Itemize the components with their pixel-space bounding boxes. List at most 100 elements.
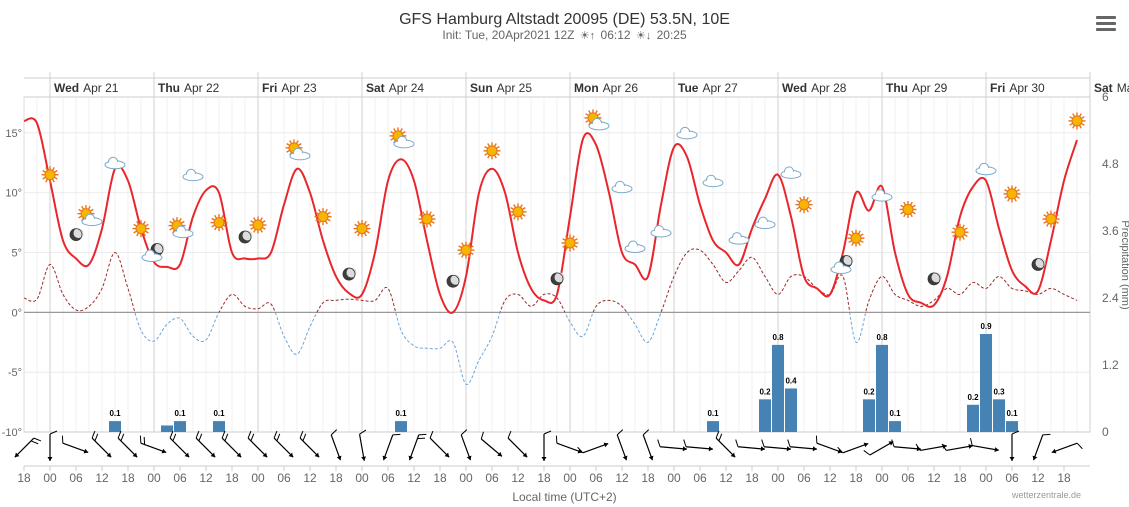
hour-tick-label: 00: [875, 471, 889, 485]
sun-ray: [253, 217, 257, 222]
day-label-weekday: Sat: [1094, 81, 1113, 95]
wind-barb-shaft: [358, 434, 365, 461]
sun-ray: [42, 169, 47, 173]
cloud-fill: [652, 230, 670, 236]
weather-symbol-moon: [342, 267, 357, 281]
dewpoint-series: [24, 248, 1078, 385]
wind-barb: [330, 429, 342, 461]
day-label-date: Apr 21: [83, 81, 119, 95]
hamburger-menu-icon[interactable]: [1096, 16, 1116, 32]
credit-text: wetterzentrale.de: [1012, 490, 1082, 500]
cloud-fill: [704, 179, 722, 186]
sun-ray: [903, 201, 907, 206]
day-label: Sat May 1: [1094, 81, 1129, 95]
weather-symbol-cloud: [780, 166, 802, 179]
sun-ray: [857, 230, 861, 235]
sun-ray: [900, 204, 905, 208]
day-label-date: May 1: [1117, 81, 1129, 95]
hour-tick-label: 06: [485, 471, 499, 485]
wind-barb: [195, 430, 216, 458]
wind-barb-shaft: [62, 442, 89, 454]
wind-barb: [139, 435, 167, 454]
moon-rim: [69, 228, 83, 241]
wind-barb-feather: [247, 430, 252, 439]
weather-symbol-moon-cloud: [141, 243, 165, 263]
precip-bar: [174, 421, 186, 432]
day-label: Mon Apr 26: [574, 81, 638, 95]
hour-tick-label: 18: [225, 471, 239, 485]
wind-barb: [761, 439, 792, 452]
hour-tick-label: 00: [979, 471, 993, 485]
wind-barb-feather: [299, 430, 304, 439]
wind-barb-head: [314, 452, 320, 458]
weather-symbol-sun-cloud: [389, 127, 415, 149]
sun-ray: [289, 140, 293, 144]
sun-disc: [252, 219, 264, 231]
precip-bar: [967, 404, 979, 432]
hour-tick-label: 12: [927, 471, 941, 485]
wind-barb-shaft: [816, 442, 843, 454]
hour-tick-label: 18: [537, 471, 551, 485]
cloud-fill: [626, 245, 644, 252]
wind-barb-head: [786, 446, 791, 452]
sun-ray: [172, 217, 176, 222]
weather-symbol-sun: [951, 223, 969, 241]
weather-symbol-sun-cloud: [584, 109, 610, 131]
wind-barb-feather: [250, 433, 255, 442]
wind-barb-shaft: [14, 437, 35, 458]
sun-ray: [315, 211, 320, 215]
sun-ray: [799, 196, 803, 201]
precip-bar-label: 0.4: [785, 376, 797, 385]
hour-tick-label: 06: [69, 471, 83, 485]
wind-barb: [1051, 442, 1083, 454]
sun-ray: [571, 235, 575, 239]
wind-barb-shaft: [382, 434, 394, 461]
wind-barb-head: [408, 455, 414, 461]
weather-symbol-sun: [457, 241, 475, 259]
sun-ray: [469, 252, 474, 255]
weather-symbols: [41, 109, 1086, 288]
sun-ray: [45, 167, 49, 171]
sun-ray: [89, 208, 94, 212]
sun-ray: [144, 223, 149, 227]
sun-ray: [467, 254, 471, 258]
wind-barb-shaft: [195, 437, 216, 458]
weather-symbol-sun: [1068, 112, 1086, 130]
day-label-date: Apr 28: [811, 81, 847, 95]
wind-barb-shaft: [715, 437, 736, 458]
day-label: Sun Apr 25: [470, 81, 532, 95]
wind-barb-feather: [91, 430, 96, 439]
sun-ray: [952, 227, 957, 231]
precip-bar: [772, 344, 784, 432]
precip-bar-label: 0.1: [889, 409, 901, 418]
sun-ray: [487, 143, 491, 147]
wind-barb-feather: [302, 433, 307, 442]
weather-symbol-sun: [483, 142, 501, 160]
wind-barb-feather: [891, 439, 895, 447]
wind-barb: [969, 438, 999, 453]
sun-ray: [1046, 211, 1050, 216]
sun-ray: [422, 211, 426, 216]
sun-ray: [857, 242, 861, 246]
wind-barb-feather: [61, 435, 64, 444]
sun-ray: [955, 236, 959, 240]
sun-ray: [315, 218, 320, 222]
wind-barb-feather: [172, 433, 177, 442]
wind-barb-feather: [94, 433, 99, 442]
wind-barb-feather: [718, 433, 723, 442]
wind-barb-feather: [837, 446, 844, 454]
weather-symbol-moon: [238, 230, 253, 244]
day-label-weekday: Thu: [158, 81, 180, 95]
sun-ray: [142, 220, 146, 225]
precip-bar: [993, 399, 1005, 432]
precip-bar-label: 0.2: [863, 387, 875, 396]
wind-barb-head: [837, 448, 843, 454]
sun-ray: [390, 131, 395, 134]
sun-ray: [848, 233, 853, 237]
day-label-weekday: Fri: [262, 81, 277, 95]
sun-ray: [419, 214, 424, 218]
hour-tick-label: 18: [849, 471, 863, 485]
day-label: Thu Apr 29: [886, 81, 948, 95]
wind-barb-head: [132, 452, 138, 458]
sun-ray: [253, 228, 257, 233]
